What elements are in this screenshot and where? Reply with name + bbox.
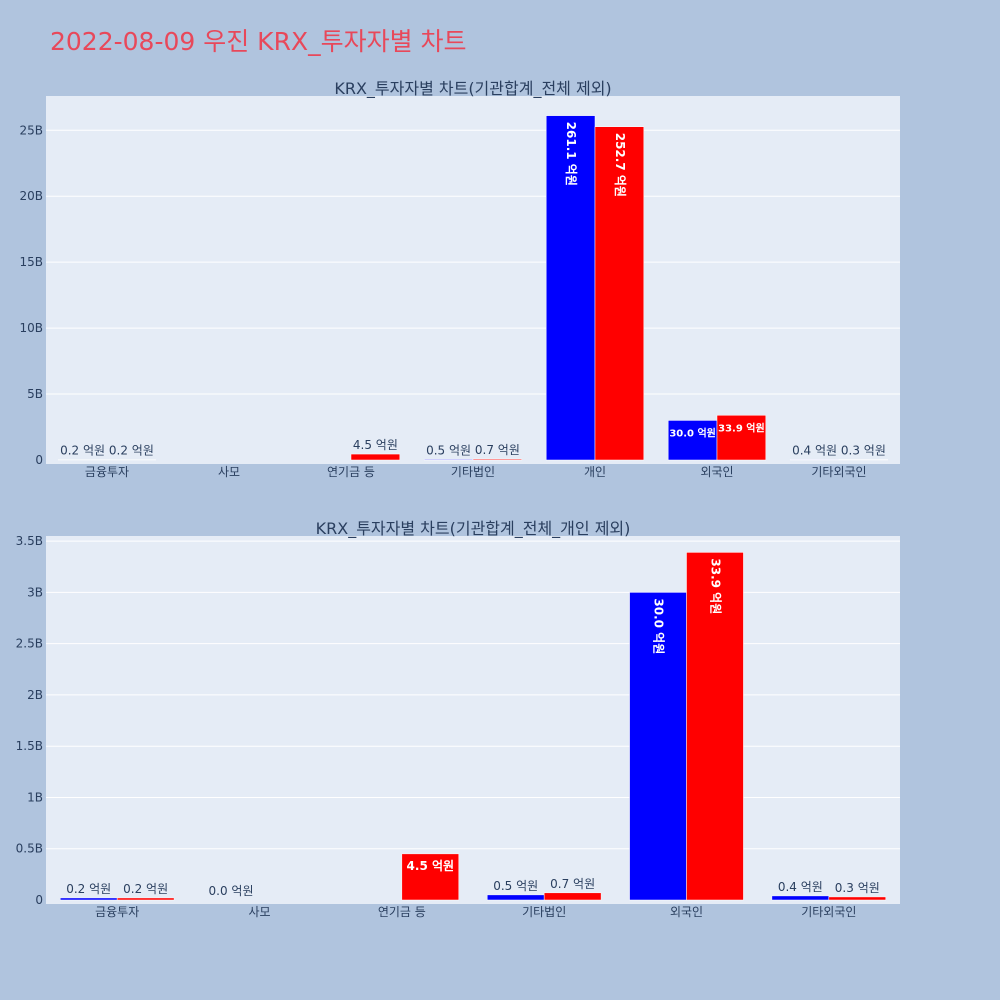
y-tick-label: 0 xyxy=(35,893,43,907)
bar-buy xyxy=(545,115,596,461)
y-tick-label: 0 xyxy=(35,453,43,467)
data-label: 0.2 억원 xyxy=(123,882,168,896)
data-label: 0.4 억원 xyxy=(792,443,837,457)
data-label: 4.5 억원 xyxy=(407,859,455,873)
data-label: 30.0 억원 xyxy=(652,598,666,654)
bar-sell xyxy=(716,415,767,461)
x-tick-label: 기타외국인 xyxy=(811,465,866,479)
data-label: 0.2 억원 xyxy=(66,882,111,896)
bar-buy xyxy=(771,895,830,901)
bar-sell xyxy=(543,892,602,901)
x-tick-label: 사모 xyxy=(218,465,240,479)
y-tick-label: 2.5B xyxy=(16,637,43,651)
data-label: 0.2 억원 xyxy=(60,444,105,458)
data-label: 33.9 억원 xyxy=(708,558,722,614)
bar-sell xyxy=(594,126,645,461)
data-label: 0.3 억원 xyxy=(841,444,886,458)
data-label: 30.0 억원 xyxy=(669,426,716,439)
data-label: 33.9 억원 xyxy=(718,421,765,434)
x-tick-label: 기타법인 xyxy=(522,905,566,919)
data-label: 0.5 억원 xyxy=(493,879,538,893)
data-label: 0.7 억원 xyxy=(475,443,520,457)
x-tick-label: 연기금 등 xyxy=(327,465,375,479)
bar-sell xyxy=(686,552,744,901)
y-tick-label: 0.5B xyxy=(16,842,43,856)
bar-buy xyxy=(423,459,474,461)
y-tick-label: 15B xyxy=(19,255,43,269)
y-tick-label: 5B xyxy=(27,387,43,401)
bar-sell xyxy=(350,453,401,461)
plot-area-1 xyxy=(46,96,900,464)
bar-buy xyxy=(667,420,718,461)
y-tick-label: 2B xyxy=(27,688,43,702)
y-tick-label: 25B xyxy=(19,123,43,137)
y-tick-label: 1B xyxy=(27,790,43,804)
data-label: 0.0 억원 xyxy=(209,884,254,898)
bar-buy xyxy=(59,897,118,901)
y-tick-label: 10B xyxy=(19,321,43,335)
page-title: 2022-08-09 우진 KRX_투자자별 차트 xyxy=(50,27,467,56)
bar-sell xyxy=(472,458,523,461)
data-label: 0.4 억원 xyxy=(778,880,823,894)
data-label: 0.5 억원 xyxy=(426,443,471,457)
y-tick-label: 3.5B xyxy=(16,534,43,548)
data-label: 261.1 억원 xyxy=(564,122,578,186)
data-label: 0.2 억원 xyxy=(109,444,154,458)
chart-title-2: KRX_투자자별 차트(기관합계_전체_개인 제외) xyxy=(316,519,631,539)
bar-buy xyxy=(789,459,840,461)
bar-sell xyxy=(401,853,460,901)
y-tick-label: 20B xyxy=(19,189,43,203)
chart-title-1: KRX_투자자별 차트(기관합계_전체 제외) xyxy=(334,79,611,99)
bar-sell xyxy=(828,896,887,901)
data-label: 0.7 억원 xyxy=(550,877,595,891)
bar-buy xyxy=(629,592,687,901)
x-tick-label: 기타외국인 xyxy=(801,905,856,919)
bar-sell xyxy=(116,897,175,901)
data-label: 4.5 억원 xyxy=(353,438,398,452)
x-tick-label: 사모 xyxy=(248,905,270,919)
x-tick-label: 외국인 xyxy=(700,465,733,479)
bar-buy xyxy=(486,894,545,901)
x-tick-label: 외국인 xyxy=(670,905,703,919)
plot-area-2 xyxy=(46,536,900,904)
x-tick-label: 기타법인 xyxy=(451,465,495,479)
x-tick-label: 개인 xyxy=(584,465,606,479)
x-tick-label: 연기금 등 xyxy=(378,905,426,919)
x-tick-label: 금융투자 xyxy=(95,905,139,919)
data-label: 252.7 억원 xyxy=(613,133,627,197)
x-tick-label: 금융투자 xyxy=(85,465,129,479)
y-tick-label: 3B xyxy=(27,585,43,599)
y-tick-label: 1.5B xyxy=(16,739,43,753)
data-label: 0.3 억원 xyxy=(835,881,880,895)
